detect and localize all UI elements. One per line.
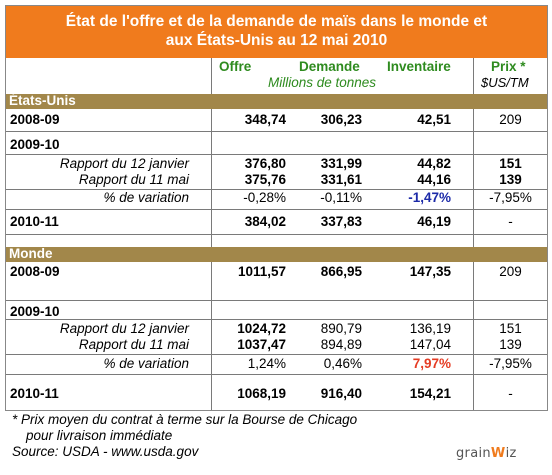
footnote-line-2: pour livraison immédiate <box>26 428 173 443</box>
monde-var-prix: -7,95% <box>489 356 532 371</box>
header-inventaire: Inventaire <box>387 59 451 74</box>
row-label-rapport-janvier: Rapport du 12 janvier <box>59 321 189 336</box>
monde-mai-inventaire: 147,04 <box>409 337 451 352</box>
usa-jan-offre: 376,80 <box>244 156 286 171</box>
usa-2010-offre: 384,02 <box>244 214 286 229</box>
row-divider <box>6 154 547 155</box>
section-label-usa: États-Unis <box>9 93 76 108</box>
monde-2010-offre: 1068,19 <box>237 386 286 401</box>
row-divider <box>6 189 547 190</box>
monde-2010-prix: - <box>508 386 513 401</box>
monde-jan-inventaire: 136,19 <box>409 321 451 336</box>
monde-var-offre: 1,24% <box>247 356 286 371</box>
section-label-monde: Monde <box>9 246 53 261</box>
monde-2008-offre: 1011,57 <box>237 264 286 279</box>
monde-jan-prix: 151 <box>499 321 522 336</box>
row-divider <box>6 354 547 355</box>
monde-var-inventaire: 7,97% <box>412 356 451 371</box>
source-note: Source: USDA - www.usda.gov <box>12 444 199 459</box>
logo-text-grain: grain <box>456 446 491 461</box>
row-label-2008-09: 2008-09 <box>10 264 60 279</box>
header-prix: Prix * <box>491 59 526 74</box>
unit-millions-tonnes: Millions de tonnes <box>268 75 377 90</box>
row-label-2008-09: 2008-09 <box>10 112 60 127</box>
row-divider <box>6 131 547 132</box>
logo-text-w: W <box>490 446 506 461</box>
header-offre: Offre <box>219 59 252 74</box>
usa-2008-demande: 306,23 <box>320 112 362 127</box>
row-divider <box>6 234 547 235</box>
row-label-2009-10: 2009-10 <box>10 304 60 319</box>
header-demande: Demande <box>299 59 360 74</box>
monde-jan-demande: 890,79 <box>320 321 362 336</box>
usa-mai-prix: 139 <box>499 172 522 187</box>
row-label-rapport-janvier: Rapport du 12 janvier <box>59 156 189 171</box>
logo-text-iz: iz <box>505 446 517 461</box>
row-label-2010-11: 2010-11 <box>10 214 59 229</box>
usa-2008-inventaire: 42,51 <box>417 112 451 127</box>
usa-mai-demande: 331,61 <box>320 172 362 187</box>
footnote-line-1: * Prix moyen du contrat à terme sur la B… <box>12 412 358 427</box>
unit-prix: $US/TM <box>481 75 529 90</box>
row-divider <box>6 374 547 375</box>
usa-2010-inventaire: 46,19 <box>417 214 451 229</box>
row-label-rapport-mai: Rapport du 11 mai <box>78 337 189 352</box>
monde-mai-prix: 139 <box>499 337 522 352</box>
row-divider <box>6 300 547 301</box>
monde-2010-inventaire: 154,21 <box>409 386 451 401</box>
title-line-1: État de l'offre et de la demande de maïs… <box>65 13 488 30</box>
monde-2010-demande: 916,40 <box>320 386 362 401</box>
usa-jan-demande: 331,99 <box>320 156 362 171</box>
row-label-variation: % de variation <box>103 190 189 205</box>
monde-2008-inventaire: 147,35 <box>409 264 451 279</box>
usa-jan-prix: 151 <box>499 156 522 171</box>
row-divider <box>6 209 547 210</box>
usa-mai-inventaire: 44,16 <box>417 172 451 187</box>
usa-var-prix: -7,95% <box>489 190 532 205</box>
grainwiz-logo: grainWiz <box>456 446 517 461</box>
monde-mai-offre: 1037,47 <box>237 337 286 352</box>
monde-jan-offre: 1024,72 <box>237 321 286 336</box>
row-label-variation: % de variation <box>103 356 189 371</box>
usa-var-offre: -0,28% <box>243 190 286 205</box>
section-band-usa: États-Unis <box>6 93 547 109</box>
section-band-monde: Monde <box>6 246 547 262</box>
usa-2008-offre: 348,74 <box>244 112 286 127</box>
row-divider <box>6 319 547 320</box>
monde-2008-demande: 866,95 <box>320 264 362 279</box>
usa-var-inventaire: -1,47% <box>408 190 451 205</box>
usa-jan-inventaire: 44,82 <box>417 156 451 171</box>
row-label-rapport-mai: Rapport du 11 mai <box>78 172 189 187</box>
row-label-2010-11: 2010-11 <box>10 386 59 401</box>
usa-2010-prix: - <box>508 214 513 229</box>
monde-2008-prix: 209 <box>499 264 522 279</box>
usa-2010-demande: 337,83 <box>320 214 362 229</box>
row-label-2009-10: 2009-10 <box>10 137 60 152</box>
table-title: État de l'offre et de la demande de maïs… <box>6 6 547 58</box>
title-line-2: aux États-Unis au 12 mai 2010 <box>165 32 388 49</box>
usa-mai-offre: 375,76 <box>244 172 286 187</box>
monde-var-demande: 0,46% <box>323 356 362 371</box>
data-table: État de l'offre et de la demande de maïs… <box>5 5 548 411</box>
usa-var-demande: -0,11% <box>320 190 362 205</box>
usa-2008-prix: 209 <box>499 112 522 127</box>
monde-mai-demande: 894,89 <box>320 337 362 352</box>
